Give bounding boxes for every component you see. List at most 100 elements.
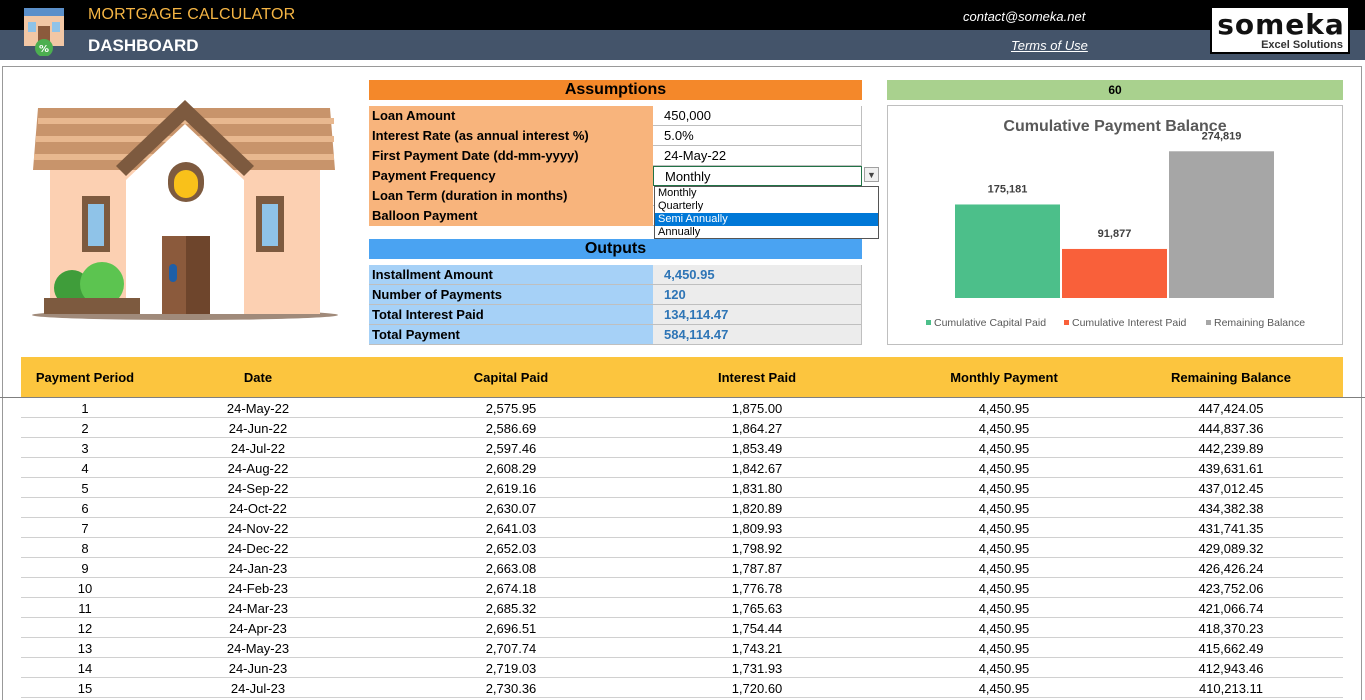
cell-period[interactable]: 3 (81, 441, 89, 456)
cell-date[interactable]: 24-Jun-22 (228, 421, 288, 436)
cell-capital-paid[interactable]: 2,719.03 (485, 661, 537, 676)
cell-period[interactable]: 6 (81, 501, 89, 516)
cell-date[interactable]: 24-May-22 (226, 401, 290, 416)
cell-interest-paid[interactable]: 1,776.78 (731, 581, 783, 596)
cell-capital-paid[interactable]: 2,696.51 (485, 621, 537, 636)
dropdown-arrow-icon[interactable]: ▼ (864, 167, 879, 182)
cell-monthly-payment[interactable]: 4,450.95 (978, 481, 1030, 496)
cell-date[interactable]: 24-Oct-22 (229, 501, 287, 516)
col-header-monthly-payment[interactable]: Monthly Payment (950, 370, 1058, 385)
cell-date[interactable]: 24-Nov-22 (227, 521, 289, 536)
col-header-capital-paid[interactable]: Capital Paid (473, 370, 549, 385)
cell-date[interactable]: 24-Jan-23 (228, 561, 288, 576)
cell-remaining-balance[interactable]: 434,382.38 (1198, 501, 1264, 516)
cell-monthly-payment[interactable]: 4,450.95 (978, 461, 1030, 476)
contact-link[interactable]: contact@someka.net (963, 9, 1086, 24)
cell-period[interactable]: 15 (77, 681, 93, 696)
cell-remaining-balance[interactable]: 423,752.06 (1198, 581, 1264, 596)
cell-monthly-payment[interactable]: 4,450.95 (978, 581, 1030, 596)
cell-interest-paid[interactable]: 1,787.87 (731, 561, 783, 576)
col-header-remaining-balance[interactable]: Remaining Balance (1171, 370, 1291, 385)
cell-remaining-balance[interactable]: 437,012.45 (1198, 481, 1264, 496)
cell-remaining-balance[interactable]: 426,426.24 (1198, 561, 1264, 576)
bar-cumulative-capital-paid[interactable] (955, 204, 1060, 298)
cell-monthly-payment[interactable]: 4,450.95 (978, 601, 1030, 616)
cell-interest-paid[interactable]: 1,831.80 (731, 481, 783, 496)
cell-date[interactable]: 24-Feb-23 (228, 581, 288, 596)
cell-date[interactable]: 24-Aug-22 (227, 461, 289, 476)
cell-remaining-balance[interactable]: 412,943.46 (1198, 661, 1264, 676)
col-header-payment-period[interactable]: Payment Period (35, 370, 135, 385)
cell-date[interactable]: 24-Apr-23 (229, 621, 287, 636)
cell-interest-paid[interactable]: 1,798.92 (731, 541, 783, 556)
cell-monthly-payment[interactable]: 4,450.95 (978, 661, 1030, 676)
cell-monthly-payment[interactable]: 4,450.95 (978, 521, 1030, 536)
cell-interest-paid[interactable]: 1,754.44 (731, 621, 783, 636)
cell-interest-paid[interactable]: 1,864.27 (731, 421, 783, 436)
cell-period[interactable]: 13 (77, 641, 93, 656)
cell-monthly-payment[interactable]: 4,450.95 (978, 681, 1030, 696)
dropdown-option-monthly[interactable]: Monthly (658, 187, 697, 199)
cell-remaining-balance[interactable]: 444,837.36 (1198, 421, 1264, 436)
cell-period[interactable]: 12 (77, 621, 93, 636)
col-header-date[interactable]: Date (243, 370, 273, 385)
cell-monthly-payment[interactable]: 4,450.95 (978, 561, 1030, 576)
cell-interest-paid[interactable]: 1,743.21 (731, 641, 783, 656)
cell-interest-paid[interactable]: 1,820.89 (731, 501, 783, 516)
col-header-interest-paid[interactable]: Interest Paid (717, 370, 797, 385)
cell-date[interactable]: 24-May-23 (226, 641, 290, 656)
cell-capital-paid[interactable]: 2,707.74 (485, 641, 537, 656)
bar-remaining-balance[interactable] (1169, 151, 1274, 298)
cell-monthly-payment[interactable]: 4,450.95 (978, 641, 1030, 656)
cell-date[interactable]: 24-Jul-22 (230, 441, 286, 456)
cell-capital-paid[interactable]: 2,575.95 (485, 401, 537, 416)
cell-period[interactable]: 8 (81, 541, 89, 556)
cell-period[interactable]: 2 (81, 421, 89, 436)
cell-monthly-payment[interactable]: 4,450.95 (978, 621, 1030, 636)
cell-capital-paid[interactable]: 2,685.32 (485, 601, 537, 616)
interest-rate-input[interactable]: 5.0% (653, 126, 862, 146)
cell-interest-paid[interactable]: 1,875.00 (731, 401, 783, 416)
cell-remaining-balance[interactable]: 421,066.74 (1198, 601, 1264, 616)
cell-remaining-balance[interactable]: 431,741.35 (1198, 521, 1264, 536)
cell-capital-paid[interactable]: 2,586.69 (485, 421, 537, 436)
cell-remaining-balance[interactable]: 429,089.32 (1198, 541, 1264, 556)
cell-remaining-balance[interactable]: 418,370.23 (1198, 621, 1264, 636)
cell-date[interactable]: 24-Jul-23 (230, 681, 286, 696)
cell-capital-paid[interactable]: 2,597.46 (485, 441, 537, 456)
cell-remaining-balance[interactable]: 410,213.11 (1198, 681, 1264, 696)
cell-capital-paid[interactable]: 2,652.03 (485, 541, 537, 556)
cell-period[interactable]: 14 (77, 661, 93, 676)
cell-period[interactable]: 9 (81, 561, 89, 576)
cell-capital-paid[interactable]: 2,663.08 (485, 561, 537, 576)
cell-monthly-payment[interactable]: 4,450.95 (978, 501, 1030, 516)
loan-amount-input[interactable]: 450,000 (653, 106, 862, 126)
cell-interest-paid[interactable]: 1,853.49 (731, 441, 783, 456)
cell-interest-paid[interactable]: 1,842.67 (731, 461, 783, 476)
cell-capital-paid[interactable]: 2,630.07 (485, 501, 537, 516)
dropdown-option-quarterly[interactable]: Quarterly (658, 200, 704, 212)
cell-date[interactable]: 24-Dec-22 (227, 541, 289, 556)
cell-capital-paid[interactable]: 2,674.18 (485, 581, 537, 596)
cell-monthly-payment[interactable]: 4,450.95 (978, 421, 1030, 436)
cell-date[interactable]: 24-Jun-23 (228, 661, 288, 676)
cell-date[interactable]: 24-Mar-23 (228, 601, 288, 616)
cell-monthly-payment[interactable]: 4,450.95 (978, 441, 1030, 456)
bar-cumulative-interest-paid[interactable] (1062, 248, 1167, 298)
cell-period[interactable]: 11 (78, 601, 92, 616)
cell-interest-paid[interactable]: 1,731.93 (731, 661, 783, 676)
payment-frequency-select[interactable]: Monthly (653, 166, 862, 186)
dropdown-option-semi-annually[interactable]: Semi Annually (655, 213, 878, 226)
first-payment-date-input[interactable]: 24-May-22 (653, 146, 862, 166)
cell-period[interactable]: 5 (81, 481, 89, 496)
cell-period[interactable]: 7 (81, 521, 89, 536)
cell-period[interactable]: 1 (81, 401, 89, 416)
cumulative-payment-chart[interactable]: Cumulative Payment Balance 175,181 Cumula… (887, 105, 1343, 345)
cell-monthly-payment[interactable]: 4,450.95 (978, 401, 1030, 416)
cell-capital-paid[interactable]: 2,641.03 (485, 521, 537, 536)
cell-capital-paid[interactable]: 2,608.29 (485, 461, 537, 476)
terms-of-use-link[interactable]: Terms of Use (1011, 38, 1088, 53)
cell-date[interactable]: 24-Sep-22 (227, 481, 289, 496)
someka-logo[interactable]: someka Excel Solutions (1210, 6, 1350, 54)
cell-period[interactable]: 4 (81, 461, 89, 476)
